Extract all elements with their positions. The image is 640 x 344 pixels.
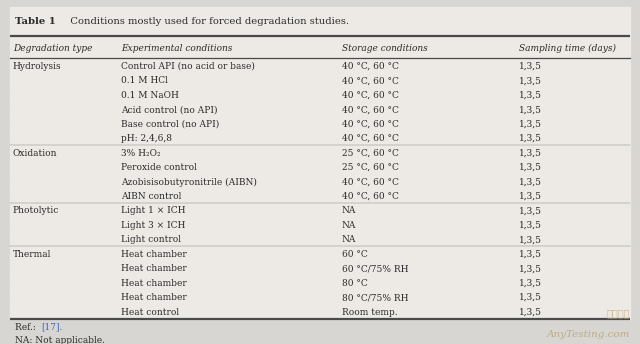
Bar bbox=[10, 102, 630, 116]
Text: NA: NA bbox=[342, 221, 356, 230]
Text: Storage conditions: Storage conditions bbox=[342, 44, 428, 53]
Text: 1,3,5: 1,3,5 bbox=[519, 192, 541, 201]
Text: NA: NA bbox=[342, 235, 356, 244]
Text: [17].: [17]. bbox=[42, 323, 63, 332]
Text: NA: NA bbox=[342, 206, 356, 215]
Text: Table 1: Table 1 bbox=[15, 17, 56, 26]
Text: 40 °C, 60 °C: 40 °C, 60 °C bbox=[342, 105, 399, 114]
Text: Thermal: Thermal bbox=[13, 250, 51, 259]
Bar bbox=[10, 73, 630, 87]
Text: 40 °C, 60 °C: 40 °C, 60 °C bbox=[342, 134, 399, 143]
Bar bbox=[10, 174, 630, 189]
Text: Base control (no API): Base control (no API) bbox=[122, 120, 220, 129]
Text: 1,3,5: 1,3,5 bbox=[519, 178, 541, 186]
Text: AIBN control: AIBN control bbox=[122, 192, 182, 201]
Text: Acid control (no API): Acid control (no API) bbox=[122, 105, 218, 114]
Text: Room temp.: Room temp. bbox=[342, 308, 397, 316]
Bar bbox=[10, 116, 630, 131]
Bar bbox=[10, 304, 630, 319]
Text: 25 °C, 60 °C: 25 °C, 60 °C bbox=[342, 163, 399, 172]
Text: NA: Not applicable.: NA: Not applicable. bbox=[15, 336, 105, 344]
Text: Photolytic: Photolytic bbox=[13, 206, 59, 215]
Text: Control API (no acid or base): Control API (no acid or base) bbox=[122, 62, 255, 71]
Text: 60 °C/75% RH: 60 °C/75% RH bbox=[342, 264, 408, 273]
Bar bbox=[10, 189, 630, 203]
Text: 1,3,5: 1,3,5 bbox=[519, 91, 541, 100]
Bar bbox=[10, 290, 630, 304]
Text: 40 °C, 60 °C: 40 °C, 60 °C bbox=[342, 192, 399, 201]
Text: Oxidation: Oxidation bbox=[13, 149, 58, 158]
Text: 40 °C, 60 °C: 40 °C, 60 °C bbox=[342, 76, 399, 85]
Text: Experimental conditions: Experimental conditions bbox=[122, 44, 233, 53]
Text: Light 1 × ICH: Light 1 × ICH bbox=[122, 206, 186, 215]
Text: 80 °C: 80 °C bbox=[342, 279, 367, 288]
Text: 1,3,5: 1,3,5 bbox=[519, 105, 541, 114]
Text: 1,3,5: 1,3,5 bbox=[519, 76, 541, 85]
Text: Heat control: Heat control bbox=[122, 308, 180, 316]
Text: 1,3,5: 1,3,5 bbox=[519, 308, 541, 316]
Text: Sampling time (days): Sampling time (days) bbox=[519, 44, 616, 53]
Bar bbox=[10, 145, 630, 160]
Text: 1,3,5: 1,3,5 bbox=[519, 62, 541, 71]
Bar bbox=[10, 261, 630, 275]
Text: 1,3,5: 1,3,5 bbox=[519, 134, 541, 143]
Text: 嘉检测网: 嘉检测网 bbox=[607, 308, 630, 318]
Text: 25 °C, 60 °C: 25 °C, 60 °C bbox=[342, 149, 399, 158]
Text: Heat chamber: Heat chamber bbox=[122, 250, 187, 259]
Text: 1,3,5: 1,3,5 bbox=[519, 264, 541, 273]
Text: 40 °C, 60 °C: 40 °C, 60 °C bbox=[342, 91, 399, 100]
Text: 60 °C: 60 °C bbox=[342, 250, 367, 259]
Text: Degradation type: Degradation type bbox=[13, 44, 92, 53]
Bar bbox=[10, 7, 630, 36]
Text: 1,3,5: 1,3,5 bbox=[519, 149, 541, 158]
Text: 40 °C, 60 °C: 40 °C, 60 °C bbox=[342, 178, 399, 186]
Text: 1,3,5: 1,3,5 bbox=[519, 293, 541, 302]
Text: 40 °C, 60 °C: 40 °C, 60 °C bbox=[342, 120, 399, 129]
Text: 40 °C, 60 °C: 40 °C, 60 °C bbox=[342, 62, 399, 71]
Text: 1,3,5: 1,3,5 bbox=[519, 206, 541, 215]
Text: Conditions mostly used for forced degradation studies.: Conditions mostly used for forced degrad… bbox=[61, 17, 349, 26]
Text: 80 °C/75% RH: 80 °C/75% RH bbox=[342, 293, 408, 302]
Text: Heat chamber: Heat chamber bbox=[122, 279, 187, 288]
Text: Peroxide control: Peroxide control bbox=[122, 163, 197, 172]
Text: pH: 2,4,6,8: pH: 2,4,6,8 bbox=[122, 134, 172, 143]
Bar bbox=[10, 87, 630, 102]
Bar bbox=[10, 232, 630, 246]
Bar bbox=[10, 160, 630, 174]
Text: Heat chamber: Heat chamber bbox=[122, 293, 187, 302]
Bar bbox=[10, 58, 630, 73]
Text: Light control: Light control bbox=[122, 235, 182, 244]
Text: Light 3 × ICH: Light 3 × ICH bbox=[122, 221, 186, 230]
Text: 0.1 M NaOH: 0.1 M NaOH bbox=[122, 91, 179, 100]
Text: 1,3,5: 1,3,5 bbox=[519, 120, 541, 129]
Bar bbox=[10, 203, 630, 217]
Text: Ref.:: Ref.: bbox=[15, 323, 38, 332]
Text: AnyTesting.com: AnyTesting.com bbox=[547, 330, 630, 339]
Text: Heat chamber: Heat chamber bbox=[122, 264, 187, 273]
Bar bbox=[10, 275, 630, 290]
Text: 1,3,5: 1,3,5 bbox=[519, 235, 541, 244]
Text: 1,3,5: 1,3,5 bbox=[519, 221, 541, 230]
Text: 1,3,5: 1,3,5 bbox=[519, 250, 541, 259]
Bar bbox=[10, 217, 630, 232]
Text: Hydrolysis: Hydrolysis bbox=[13, 62, 61, 71]
Text: 3% H₂O₂: 3% H₂O₂ bbox=[122, 149, 161, 158]
Bar bbox=[10, 131, 630, 145]
Bar bbox=[10, 246, 630, 261]
Text: 1,3,5: 1,3,5 bbox=[519, 163, 541, 172]
Text: 0.1 M HCl: 0.1 M HCl bbox=[122, 76, 168, 85]
Text: 1,3,5: 1,3,5 bbox=[519, 279, 541, 288]
Text: Azobisisobutyronitrile (AIBN): Azobisisobutyronitrile (AIBN) bbox=[122, 178, 257, 186]
Bar bbox=[10, 36, 630, 58]
